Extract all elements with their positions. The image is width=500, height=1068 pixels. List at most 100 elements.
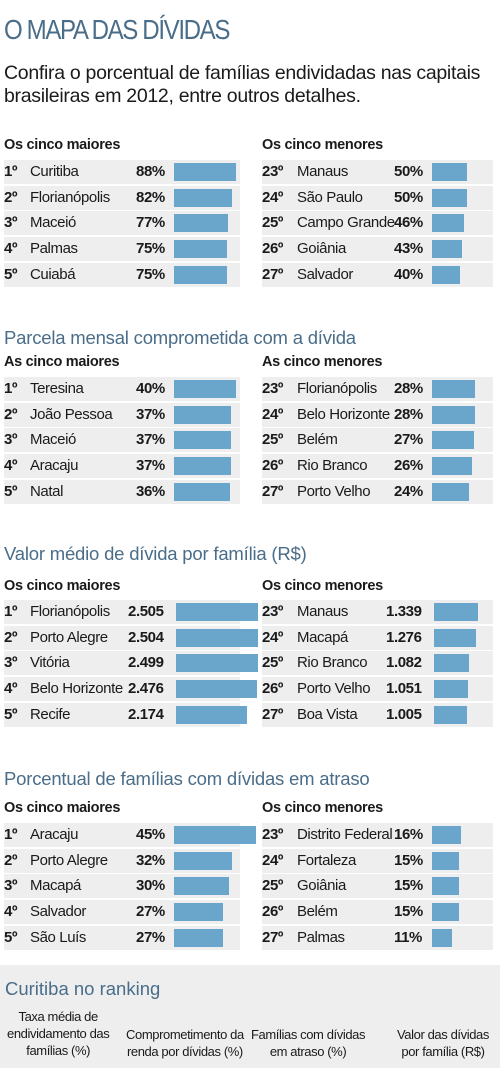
- city-label: Manaus: [297, 163, 348, 180]
- rank-label: 23º: [262, 163, 283, 180]
- ranking-row: 5º São Luís 27%: [4, 925, 240, 950]
- city-label: Campo Grande: [297, 214, 395, 232]
- city-label: Goiânia: [297, 877, 346, 895]
- ranking-row: 25º Goiânia 15%: [262, 874, 493, 899]
- bar: [174, 903, 223, 922]
- ranking-panel: [0, 965, 500, 1068]
- bar: [174, 163, 236, 181]
- city-label: Macapá: [30, 877, 81, 895]
- rank-label: 23º: [262, 380, 283, 397]
- bar: [174, 482, 230, 501]
- value-label: 1.005: [386, 705, 422, 723]
- ranking-row: 1º Florianópolis 2.505: [4, 600, 258, 624]
- value-label: 28%: [394, 405, 423, 423]
- ranking-row: 3º Maceió 37%: [4, 428, 240, 453]
- bar: [432, 214, 464, 233]
- ranking-metric-label: Valor das dívidas por família (R$): [397, 1027, 489, 1059]
- value-label: 50%: [394, 163, 423, 180]
- value-label: 50%: [394, 188, 423, 206]
- value-label: 2.504: [128, 628, 164, 646]
- rank-label: 2º: [4, 405, 18, 423]
- ranking-row: 27º Porto Velho 24%: [262, 479, 493, 504]
- value-label: 27%: [136, 928, 165, 946]
- bar: [432, 265, 460, 284]
- ranking-row: 26º Porto Velho 1.051: [262, 677, 493, 702]
- city-label: Porto Alegre: [30, 851, 108, 869]
- bar: [434, 680, 468, 699]
- ranking-row: 24º Fortaleza 15%: [262, 848, 493, 873]
- rank-label: 27º: [262, 265, 283, 283]
- rank-label: 2º: [4, 851, 18, 869]
- rank-label: 26º: [262, 903, 283, 921]
- city-label: São Paulo: [297, 188, 363, 206]
- ranking-row: 24º São Paulo 50%: [262, 185, 493, 210]
- ranking-row: 1º Aracaju 45%: [4, 823, 256, 847]
- bar: [432, 877, 459, 896]
- ranking-row: 23º Manaus 1.339: [262, 600, 493, 624]
- ranking-row: 26º Goiânia 43%: [262, 237, 493, 262]
- ranking-metric-label: Taxa média de endividamento das famílias (…: [7, 1009, 110, 1058]
- rank-label: 25º: [262, 877, 283, 895]
- value-label: 28%: [394, 380, 423, 397]
- rank-label: 1º: [4, 380, 18, 397]
- ranking-row: 5º Cuiabá 75%: [4, 262, 240, 287]
- rank-label: 23º: [262, 826, 283, 843]
- bar: [174, 188, 232, 207]
- value-label: 2.476: [128, 680, 164, 698]
- rank-label: 24º: [262, 405, 283, 423]
- rank-label: 27º: [262, 482, 283, 500]
- value-label: 88%: [136, 163, 165, 180]
- city-label: Rio Branco: [297, 654, 368, 672]
- value-label: 37%: [136, 457, 165, 475]
- rank-label: 24º: [262, 628, 283, 646]
- value-label: 30%: [136, 877, 165, 895]
- value-label: 2.505: [128, 603, 164, 620]
- bar: [432, 928, 452, 947]
- group-title: Os cinco menores: [262, 800, 383, 816]
- value-label: 27%: [394, 431, 423, 449]
- city-label: Palmas: [30, 240, 78, 258]
- city-label: Maceió: [30, 214, 76, 232]
- value-label: 15%: [394, 903, 423, 921]
- ranking-row: 27º Palmas 11%: [262, 925, 493, 950]
- rank-label: 3º: [4, 654, 18, 672]
- ranking-row: 4º Belo Horizonte 2.476: [4, 677, 257, 702]
- city-label: Cuiabá: [30, 265, 76, 283]
- chart-title: Valor médio de dívida por família (R$): [4, 543, 307, 564]
- ranking-row: 2º Florianópolis 82%: [4, 185, 240, 210]
- rank-label: 5º: [4, 705, 18, 723]
- rank-label: 25º: [262, 431, 283, 449]
- bar: [174, 877, 229, 896]
- rank-label: 24º: [262, 851, 283, 869]
- bar: [174, 214, 228, 233]
- bar: [174, 851, 232, 870]
- group-title: As cinco maiores: [4, 354, 120, 370]
- ranking-metric-label: Famílias com dívidas em atraso (%): [251, 1027, 366, 1059]
- value-label: 45%: [136, 826, 165, 843]
- value-label: 43%: [394, 240, 423, 258]
- ranking-row: 26º Rio Branco 26%: [262, 454, 493, 479]
- city-label: Vitória: [30, 654, 70, 672]
- ranking-row: 1º Curitiba 88%: [4, 160, 240, 184]
- rank-label: 5º: [4, 265, 18, 283]
- rank-label: 26º: [262, 680, 283, 698]
- value-label: 11%: [394, 928, 422, 946]
- ranking-row: 5º Recife 2.174: [4, 702, 247, 727]
- city-label: Aracaju: [30, 826, 79, 843]
- bar: [432, 405, 475, 424]
- rank-label: 26º: [262, 240, 283, 258]
- bar: [432, 163, 467, 181]
- ranking-row: 3º Macapá 30%: [4, 874, 240, 899]
- bar: [174, 405, 231, 424]
- value-label: 40%: [136, 380, 165, 397]
- bar: [432, 482, 469, 501]
- value-label: 77%: [136, 214, 165, 232]
- bar: [174, 380, 236, 398]
- value-label: 32%: [136, 851, 165, 869]
- rank-label: 23º: [262, 603, 283, 620]
- city-label: Porto Alegre: [30, 628, 108, 646]
- bar: [432, 188, 467, 207]
- value-label: 2.499: [128, 654, 164, 672]
- rank-label: 4º: [4, 240, 18, 258]
- bar: [174, 431, 231, 450]
